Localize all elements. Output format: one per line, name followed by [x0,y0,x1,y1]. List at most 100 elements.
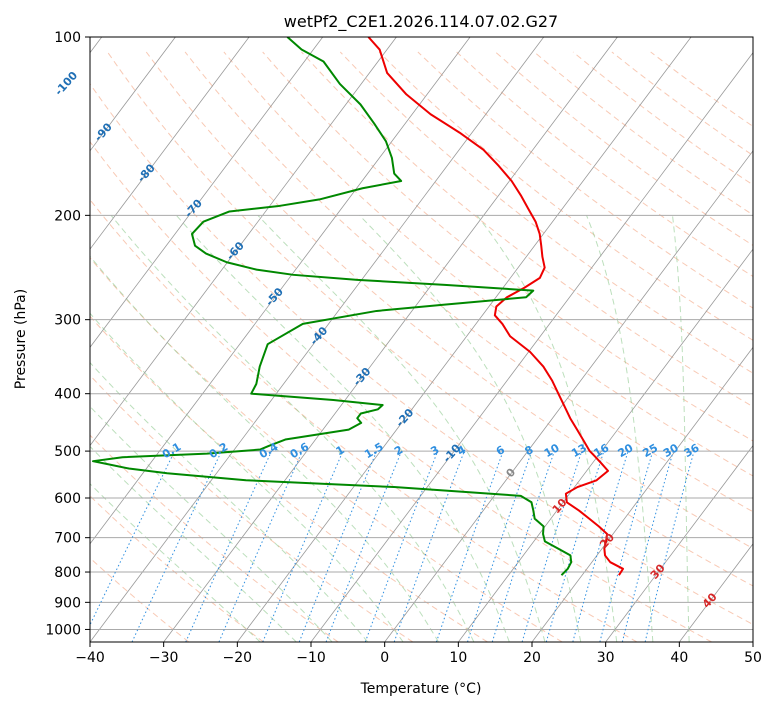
isotherm-label: 20 [597,531,617,551]
mixing-ratio-line [521,450,583,642]
mixing-ratio-line [599,450,654,642]
mixing-ratio-label: 20 [616,441,636,460]
isotherm-line [458,248,753,642]
dry-adiabat-line [262,51,753,442]
skew-t-data [92,37,624,576]
isotherm-label: -100 [52,69,80,98]
mixing-ratio-line [393,450,465,642]
x-tick-label: 0 [380,650,389,666]
x-tick-label: 10 [449,650,467,666]
y-tick-label: 900 [54,595,81,611]
dry-adiabat-line [650,51,753,127]
isotherm-line [237,37,692,642]
mixing-ratio-line [262,450,344,642]
dry-adiabat-line [90,82,753,626]
dry-adiabat-line [90,557,190,642]
dry-adiabat-line [184,51,753,513]
dry-adiabat-line [417,51,753,309]
isotherm-label: -60 [224,239,247,263]
dry-adiabat-line [301,51,753,408]
isotherm-label: -70 [182,196,205,220]
mixing-ratio-line [435,450,504,642]
y-tick-label: 800 [54,565,81,581]
dry-adiabat-line [90,257,563,642]
moist-adiabat-line [175,215,510,642]
moist-adiabat-line [359,214,582,642]
dewpoint-profile-line [92,37,573,576]
skew-t-labels: 0.1 0.2 0.4 0.6 1 1.5 2 3 4 6 8 10 13 16 20 25 30 36-100-… [52,69,720,611]
isotherm-line [605,444,753,642]
mixing-ratio-label: 6 [494,443,507,458]
temperature-profile-line [367,37,624,576]
isotherm-label: -80 [135,161,158,185]
mixing-ratio-line [467,450,533,642]
moist-adiabat-line [90,255,439,642]
isotherm-line [384,150,753,642]
x-tick-label: −10 [296,650,326,666]
chart-title: wetPf2_C2E1.2026.114.07.02.G27 [284,12,558,32]
moist-adiabat-line [90,405,333,642]
moist-adiabat-line [476,215,618,642]
mixing-ratio-line [185,450,273,642]
mixing-ratio-label: 30 [661,441,681,460]
mixing-ratio-line [364,450,439,642]
mixing-ratio-line [572,450,629,642]
isotherm-label: -20 [393,406,416,430]
dry-adiabat-line [223,51,753,477]
moist-adiabat-line [90,445,297,642]
skew-t-grid [90,37,753,642]
y-axis-label: Pressure (hPa) [13,289,29,389]
y-axis: 100 200 300 400 500 600 700 800 900 1000 [45,30,90,638]
moist-adiabat-line [90,312,404,642]
isotherm-line [90,37,250,250]
isotherm-line [90,37,324,348]
isotherm-label: 0 [503,466,518,481]
moist-adiabat-line [110,215,475,642]
y-tick-label: 600 [54,491,81,507]
mixing-ratio-line [545,450,605,642]
isotherm-line [90,37,397,447]
mixing-ratio-label: 25 [640,441,660,460]
dry-adiabat-line [533,51,753,216]
moist-adiabat-line [671,215,690,642]
x-tick-label: −40 [75,650,105,666]
mixing-ratio-line [644,450,695,642]
dry-adiabat-line [90,434,339,642]
dry-adiabat-line [339,51,753,374]
mixing-ratio-label: 1.5 [362,440,385,461]
y-tick-label: 1000 [45,622,81,638]
mixing-ratio-label: 10 [542,441,562,460]
x-tick-label: 20 [523,650,541,666]
dry-adiabat-line [90,198,638,642]
x-tick-label: 50 [744,650,762,666]
mixing-ratio-line [218,450,303,642]
mixing-ratio-label: 0.6 [288,440,312,461]
x-tick-label: −30 [149,650,179,666]
dry-adiabat-line [378,51,753,341]
moist-adiabat-line [257,214,546,642]
moist-adiabat-line [586,215,654,642]
isotherm-label: -90 [92,120,115,144]
isotherm-label: -30 [351,365,374,389]
y-tick-label: 300 [54,313,81,329]
x-tick-label: −20 [223,650,253,666]
dry-adiabat-line [107,51,753,587]
mixing-ratio-label: 0.1 [160,440,183,461]
dry-adiabat-line [611,51,753,157]
dry-adiabat-line [456,51,753,278]
dry-adiabat-line [90,374,414,642]
y-tick-label: 100 [54,30,81,46]
x-tick-label: 40 [670,650,688,666]
mixing-ratio-line [491,450,555,642]
mixing-ratio-line [621,450,674,642]
isotherm-label: 40 [700,590,720,610]
isotherm-line [90,37,471,545]
mixing-ratio-line [325,450,402,642]
moist-adiabat-line [90,483,261,642]
y-tick-label: 400 [54,387,81,403]
mixing-ratio-label: 0.2 [207,440,230,461]
isotherm-line [531,346,753,642]
isotherm-line [163,37,618,642]
mixing-ratio-line [90,450,176,627]
